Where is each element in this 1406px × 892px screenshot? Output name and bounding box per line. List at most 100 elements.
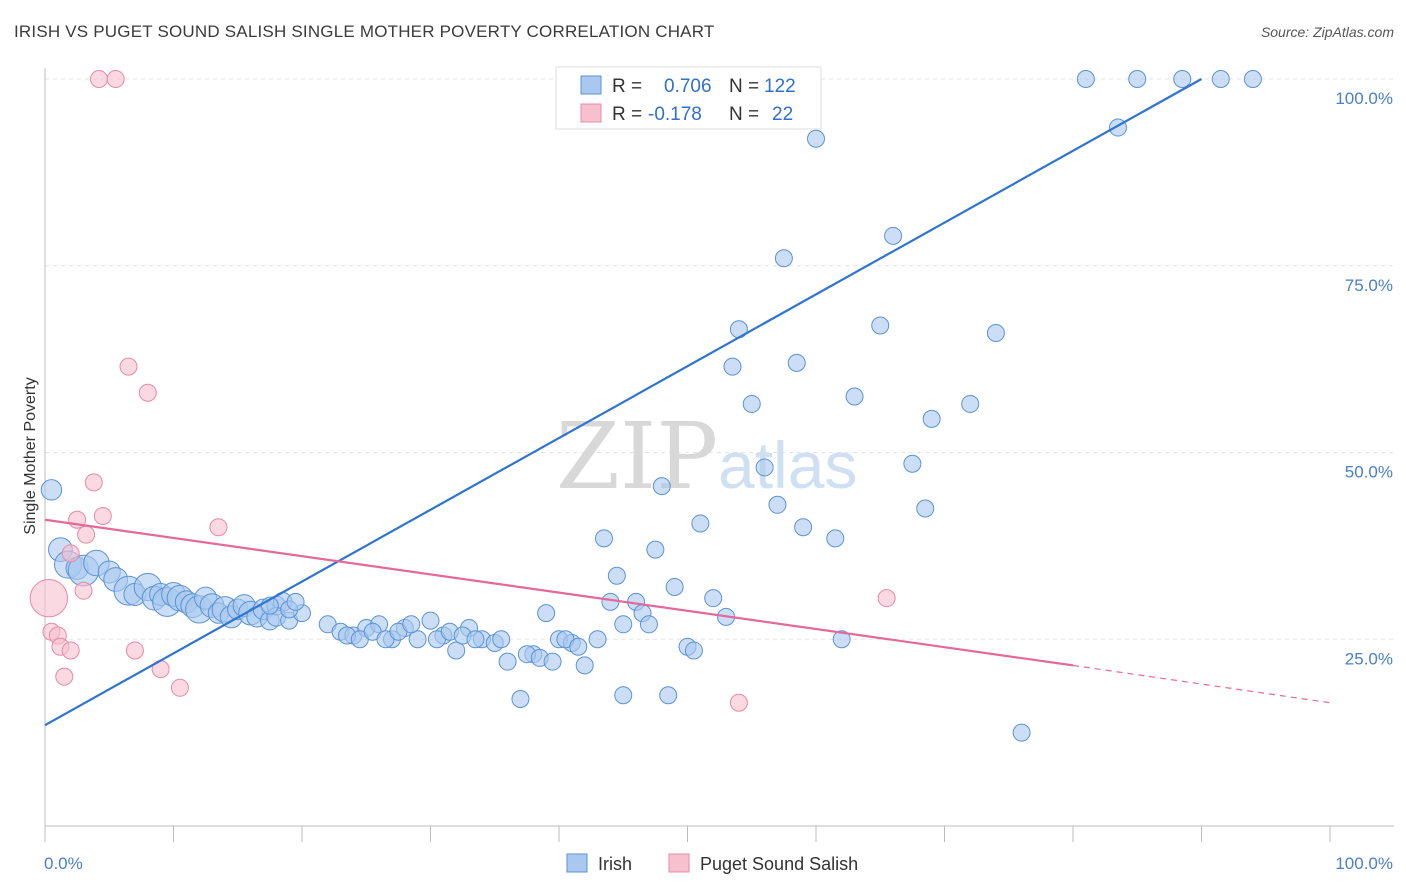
salish-point-4 [55,667,74,686]
irish-trend-line [44,78,1203,727]
irish-point-73 [543,652,562,671]
series-salish-points [29,70,896,712]
irish-point-99 [807,129,825,148]
y-tick-label-1: 50.0% [1345,463,1393,482]
y-tick-label-3: 100.0% [1335,89,1393,108]
irish-point-103 [871,316,890,335]
y-tick-label-2: 75.0% [1345,276,1393,295]
salish-point-9 [77,525,96,544]
source-label: Source: ZipAtlas.com [1260,24,1394,40]
salish-point-14 [119,357,138,376]
legend-swatch-salish [580,103,602,123]
legend-r-irish: 0.706 [664,76,712,97]
irish-point-97 [787,353,806,372]
legend-n-irish: 122 [764,76,796,97]
trend-lines [44,78,1331,727]
legend-r-salish: -0.178 [648,104,702,125]
salish-point-20 [729,693,748,712]
irish-point-109 [986,323,1005,342]
irish-point-93 [742,394,761,413]
irish-point-113 [1076,70,1095,88]
irish-point-82 [639,615,658,634]
y-tick-label-0: 25.0% [1345,649,1393,668]
stats-legend: R = 0.706 N = 122 R = -0.178 N = 22 [555,66,822,130]
irish-point-77 [601,592,620,611]
irish-point-87 [684,641,703,660]
irish-point-37 [286,592,305,611]
irish-point-79 [614,615,633,634]
tick-labels: 25.0% 50.0% 75.0% 100.0% 0.0% 100.0% [44,89,1393,873]
irish-point-110 [1012,723,1031,742]
irish-point-55 [537,604,556,623]
irish-point-78 [607,566,626,585]
y-axis-title: Single Mother Poverty [22,377,39,534]
salish-point-10 [84,473,103,492]
irish-point-117 [1211,70,1230,88]
salish-point-11 [93,506,112,525]
bottom-legend-swatch-irish [566,853,588,873]
irish-point-96 [774,249,793,268]
series-irish-points [40,70,1262,742]
salish-point-0 [29,578,69,618]
x-tick-label-0: 0.0% [44,854,83,873]
irish-point-69 [466,630,485,649]
salish-point-13 [106,70,125,88]
legend-n-label-salish: N = [729,104,759,125]
legend-n-label-irish: N = [729,76,759,97]
irish-point-83 [646,540,665,559]
irish-point-102 [845,387,864,406]
chart-title: IRISH VS PUGET SOUND SALISH SINGLE MOTHE… [14,22,715,41]
legend-n-salish: 22 [772,104,793,125]
irish-point-53 [511,690,530,709]
irish-point-115 [1128,70,1147,88]
axes [44,68,1394,842]
irish-point-94 [755,458,774,477]
irish-point-76 [594,529,613,548]
salish-point-8 [74,581,93,600]
x-tick-label-1: 100.0% [1335,854,1393,873]
irish-point-48 [447,641,466,660]
salish-point-21 [877,589,896,608]
series-legend: Irish Puget Sound Salish [566,853,858,874]
watermark: ZIP atlas [556,403,857,510]
bottom-legend-irish: Irish [598,854,632,874]
irish-point-85 [665,577,684,596]
legend-r-label-irish: R = [612,76,642,97]
irish-point-101 [832,630,851,649]
bottom-legend-swatch-salish [668,853,690,873]
legend-r-label-salish: R = [612,104,642,125]
salish-point-12 [89,70,108,88]
legend-swatch-irish [580,75,602,95]
bottom-legend-salish: Puget Sound Salish [700,854,858,874]
irish-point-112 [659,686,678,705]
irish-point-45 [408,630,427,649]
irish-point-70 [492,630,511,649]
irish-point-58 [575,656,594,675]
salish-point-5 [61,641,80,660]
irish-point-75 [569,637,588,656]
irish-point-46 [421,611,440,630]
irish-point-111 [614,686,633,705]
irish-point-84 [652,477,671,496]
irish-point-65 [402,615,421,634]
irish-point-91 [723,357,742,376]
salish-point-18 [170,678,189,697]
irish-point-107 [922,409,941,428]
salish-trend-line [44,518,1074,667]
irish-point-98 [794,518,813,537]
irish-point-106 [916,499,935,518]
salish-trend-line-extension [1072,664,1331,704]
irish-point-89 [704,589,723,608]
grid-lines [45,78,1394,640]
watermark-atlas: atlas [718,428,857,502]
watermark-zip: ZIP [556,403,718,510]
irish-point-88 [691,514,710,533]
irish-point-116 [1173,70,1192,88]
irish-point-104 [884,226,903,245]
irish-point-52 [498,652,517,671]
irish-point-100 [826,529,845,548]
irish-point-105 [903,454,922,473]
salish-point-19 [209,518,228,537]
irish-point-95 [768,495,787,514]
